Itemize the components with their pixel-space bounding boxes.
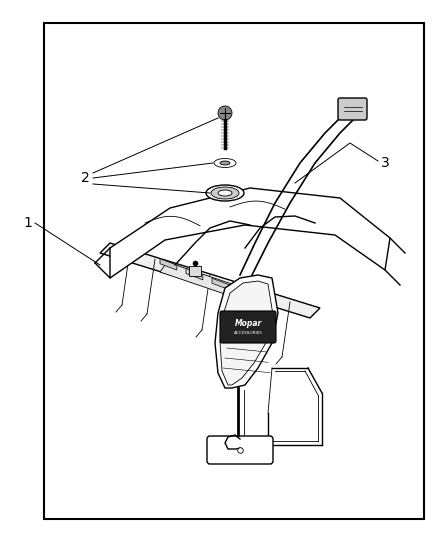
Polygon shape [100, 243, 320, 318]
Ellipse shape [211, 187, 239, 199]
Bar [189, 266, 201, 276]
Text: ACCESSORIES: ACCESSORIES [233, 331, 262, 335]
Polygon shape [160, 259, 177, 270]
Text: Mopar: Mopar [234, 319, 261, 327]
Text: 3: 3 [381, 156, 389, 170]
Text: 1: 1 [24, 216, 32, 230]
Polygon shape [212, 278, 229, 289]
Polygon shape [160, 262, 267, 306]
Circle shape [218, 106, 232, 120]
FancyBboxPatch shape [220, 311, 276, 343]
FancyBboxPatch shape [207, 436, 273, 464]
Polygon shape [238, 288, 255, 300]
Ellipse shape [220, 161, 230, 165]
Bar [44, 23, 424, 519]
FancyBboxPatch shape [338, 98, 367, 120]
Ellipse shape [214, 158, 236, 167]
Polygon shape [220, 281, 273, 385]
Text: 2: 2 [81, 171, 89, 185]
Polygon shape [186, 269, 203, 280]
Bar [259, 291, 271, 301]
Polygon shape [215, 275, 278, 388]
Ellipse shape [206, 185, 244, 201]
Ellipse shape [218, 190, 232, 196]
Polygon shape [110, 188, 390, 278]
